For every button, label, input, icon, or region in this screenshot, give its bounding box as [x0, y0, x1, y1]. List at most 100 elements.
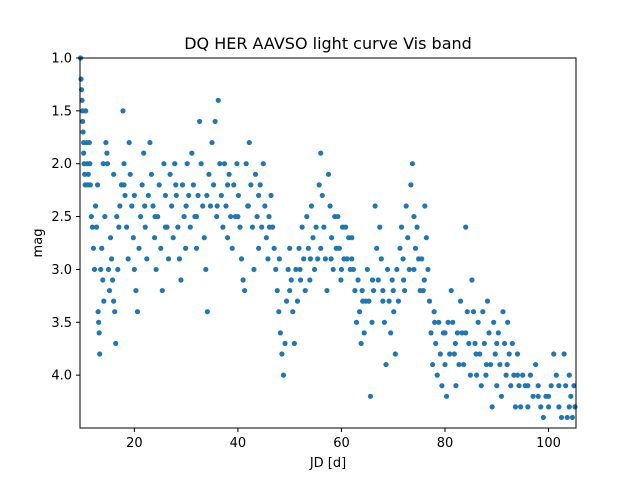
data-point — [571, 383, 577, 389]
data-point — [330, 266, 336, 273]
data-point — [506, 351, 512, 357]
data-point — [390, 287, 396, 294]
data-point — [294, 298, 301, 304]
data-point — [466, 340, 472, 347]
data-point — [220, 224, 226, 230]
data-point — [426, 298, 433, 304]
data-point — [237, 224, 243, 230]
data-point — [152, 213, 158, 220]
data-point — [96, 330, 102, 336]
data-point — [403, 203, 409, 209]
data-point — [218, 192, 224, 199]
data-point — [173, 192, 179, 199]
data-point — [165, 256, 172, 262]
data-point — [212, 118, 218, 125]
data-point — [223, 203, 229, 209]
data-point — [98, 266, 104, 273]
data-point — [400, 277, 407, 283]
data-point — [477, 351, 483, 357]
data-point — [108, 256, 115, 262]
data-point — [89, 224, 96, 230]
data-point — [246, 139, 252, 146]
data-point — [280, 372, 287, 378]
data-point — [296, 245, 302, 251]
data-point — [392, 351, 398, 357]
chart-title: DQ HER AAVSO light curve Vis band — [184, 34, 472, 53]
data-point — [158, 245, 164, 251]
data-point — [137, 213, 144, 220]
data-point — [338, 277, 344, 283]
data-point — [273, 266, 279, 273]
data-point — [353, 319, 360, 325]
data-point — [224, 182, 231, 188]
data-point — [400, 256, 406, 262]
data-point — [297, 266, 303, 273]
data-point — [259, 224, 265, 230]
x-axis-label: JD [d] — [309, 456, 346, 471]
data-point — [442, 330, 448, 336]
data-point — [313, 224, 319, 230]
data-point — [117, 203, 123, 209]
axis-ticks: 20 40 60 80 100 1.0 1.5 2.0 2.5 3.0 3.5 4.0 — [51, 52, 561, 452]
data-point — [245, 203, 251, 209]
data-point — [90, 245, 97, 251]
data-point — [412, 245, 419, 251]
data-point — [203, 266, 209, 273]
data-point — [569, 414, 575, 421]
data-point — [475, 319, 481, 325]
data-point — [545, 404, 552, 410]
data-point — [464, 309, 470, 315]
data-point — [564, 414, 570, 421]
data-point — [308, 203, 315, 209]
data-point — [525, 404, 531, 410]
data-point — [127, 171, 133, 177]
data-point — [540, 414, 546, 421]
data-point — [391, 309, 397, 315]
data-point — [276, 256, 282, 262]
data-point — [204, 309, 210, 315]
data-point — [433, 340, 439, 347]
data-point — [316, 182, 322, 188]
data-point — [100, 161, 106, 167]
data-point — [459, 330, 465, 336]
data-point — [87, 161, 93, 167]
data-point — [112, 309, 118, 315]
data-point — [251, 266, 257, 273]
data-point — [414, 224, 420, 230]
data-point — [509, 340, 515, 347]
data-point — [175, 224, 181, 230]
data-point — [350, 266, 356, 273]
data-point — [116, 224, 122, 230]
data-point — [173, 182, 179, 188]
data-point — [235, 192, 242, 199]
data-point — [349, 256, 355, 262]
data-point — [103, 139, 109, 146]
data-point — [148, 171, 155, 177]
data-point — [307, 277, 313, 283]
data-point — [361, 330, 367, 336]
data-point — [318, 245, 324, 251]
data-point — [343, 224, 349, 230]
data-point — [161, 161, 167, 167]
data-point — [556, 383, 562, 389]
data-point — [452, 340, 458, 347]
data-point — [111, 298, 117, 304]
y-tick-label: 2.5 — [51, 210, 72, 225]
data-point — [121, 182, 127, 188]
x-tick-label: 20 — [126, 436, 143, 451]
data-point — [489, 404, 495, 410]
data-point — [186, 192, 192, 199]
data-point — [85, 171, 91, 177]
data-point — [558, 414, 565, 421]
data-point — [93, 224, 100, 230]
data-point — [139, 182, 145, 188]
data-point — [548, 383, 554, 389]
data-point — [374, 245, 380, 251]
data-point — [525, 383, 531, 389]
data-point — [508, 383, 514, 389]
data-point — [257, 182, 263, 188]
data-point — [130, 235, 136, 241]
data-point — [107, 235, 114, 241]
data-point — [512, 404, 519, 410]
data-point — [487, 361, 494, 368]
